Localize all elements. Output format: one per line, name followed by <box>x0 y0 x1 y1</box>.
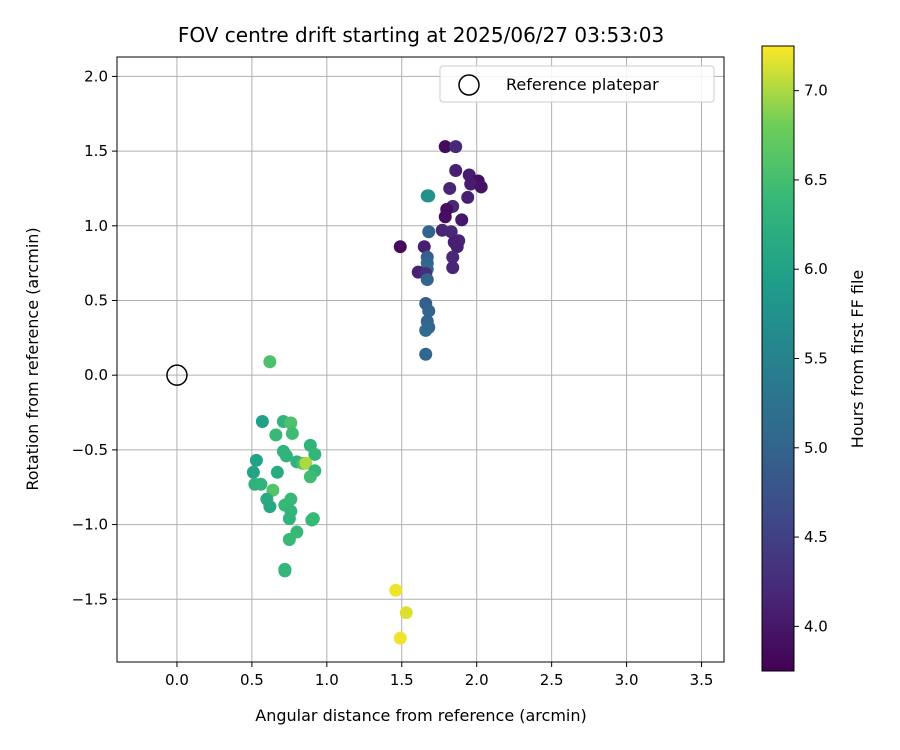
data-point <box>278 564 292 578</box>
plot-area-frame <box>116 56 725 663</box>
data-point <box>419 323 433 337</box>
data-point <box>399 606 413 620</box>
y-tick-label: 1.5 <box>84 142 108 160</box>
y-tick-label: −0.5 <box>72 441 108 459</box>
x-tick-label: 3.0 <box>615 671 639 689</box>
y-tick-label: −1.0 <box>72 516 108 534</box>
data-point <box>263 355 277 369</box>
data-point <box>420 273 434 287</box>
data-point <box>444 225 458 239</box>
data-point <box>269 428 283 442</box>
data-point <box>282 533 296 547</box>
x-axis-ticks: 0.0 0.5 1.0 1.5 2.0 2.5 3.0 3.5 <box>165 662 713 689</box>
y-tick-label: 0.5 <box>84 291 108 309</box>
x-tick-label: 1.5 <box>390 671 414 689</box>
data-point <box>303 470 317 484</box>
data-point <box>422 225 436 239</box>
y-tick-label: 1.0 <box>84 217 108 235</box>
colorbar-tick-label: 4.0 <box>804 617 828 635</box>
data-point <box>449 140 463 154</box>
data-point <box>461 190 475 204</box>
colorbar-tick-label: 7.0 <box>804 82 828 100</box>
colorbar-tick-label: 6.0 <box>804 260 828 278</box>
data-point <box>455 213 469 227</box>
colorbar-ticks: 4.0 4.5 5.0 5.5 6.0 6.5 7.0 <box>794 82 828 635</box>
y-axis-ticks: −1.5 −1.0 −0.5 0.0 0.5 1.0 1.5 2.0 <box>72 67 117 608</box>
legend-marker <box>458 74 480 96</box>
y-tick-label: −1.5 <box>72 590 108 608</box>
x-tick-label: 3.5 <box>690 671 714 689</box>
legend: Reference platepar <box>439 65 715 103</box>
data-point <box>305 513 319 527</box>
data-point <box>270 465 284 479</box>
x-tick-label: 1.0 <box>315 671 339 689</box>
data-point <box>449 164 463 178</box>
data-point <box>450 240 464 254</box>
data-point <box>419 347 433 361</box>
y-tick-label: 2.0 <box>84 67 108 85</box>
reference-marker <box>166 364 188 386</box>
data-point <box>299 456 313 470</box>
x-tick-label: 2.5 <box>540 671 564 689</box>
data-point <box>422 304 436 318</box>
y-tick-label: 0.0 <box>84 366 108 384</box>
data-point <box>282 512 296 526</box>
colorbar-tick-label: 5.0 <box>804 439 828 457</box>
colorbar-tick-label: 6.5 <box>804 171 828 189</box>
colorbar: 4.0 4.5 5.0 5.5 6.0 6.5 7.0 Hours from first F… <box>761 45 867 672</box>
data-point <box>417 240 431 254</box>
x-tick-label: 0.5 <box>240 671 264 689</box>
data-point <box>438 210 452 224</box>
data-point <box>464 177 478 191</box>
data-point <box>263 500 277 514</box>
data-point <box>279 449 293 463</box>
data-point <box>254 477 268 491</box>
data-point <box>438 140 452 154</box>
data-point <box>284 416 298 430</box>
colorbar-gradient <box>761 45 795 672</box>
y-axis-label: Rotation from reference (arcmin) <box>23 227 42 490</box>
x-axis-label: Angular distance from reference (arcmin) <box>255 706 586 725</box>
grid-lines <box>117 57 724 662</box>
data-point <box>474 180 488 194</box>
legend-box <box>439 65 715 103</box>
data-point <box>308 447 322 461</box>
chart-title: FOV centre drift starting at 2025/06/27 … <box>178 23 664 47</box>
data-point <box>389 583 403 597</box>
colorbar-tick-label: 5.5 <box>804 350 828 368</box>
x-tick-label: 2.0 <box>465 671 489 689</box>
x-tick-label: 0.0 <box>165 671 189 689</box>
data-point <box>249 453 263 467</box>
data-point <box>393 631 407 645</box>
data-point <box>446 250 460 264</box>
legend-entry-reference: Reference platepar <box>506 75 659 94</box>
data-point <box>443 181 457 195</box>
data-point <box>246 465 260 479</box>
data-point <box>446 261 460 275</box>
data-points <box>246 140 488 645</box>
data-point <box>255 414 269 428</box>
colorbar-label: Hours from first FF file <box>848 270 867 449</box>
data-point <box>285 426 299 440</box>
data-point <box>422 189 436 203</box>
colorbar-tick-label: 4.5 <box>804 528 828 546</box>
data-point <box>393 240 407 254</box>
